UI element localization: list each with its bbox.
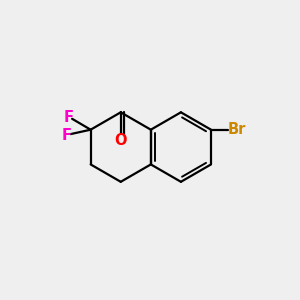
Text: Br: Br <box>227 122 246 137</box>
Text: F: F <box>64 110 74 125</box>
Text: F: F <box>62 128 72 143</box>
Text: O: O <box>115 134 127 148</box>
